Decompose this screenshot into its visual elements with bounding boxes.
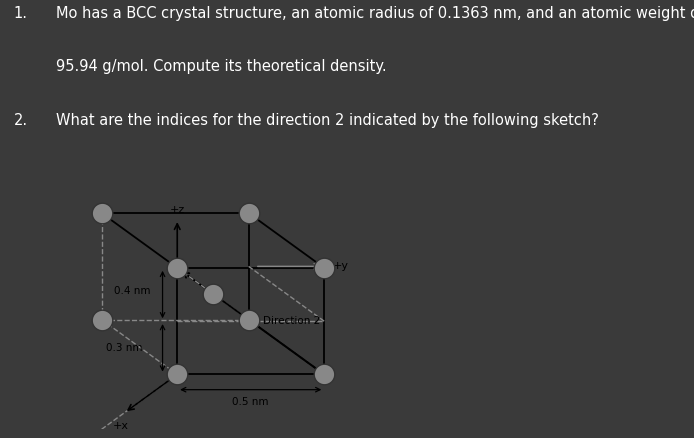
Point bbox=[171, 265, 183, 272]
Text: 0.4 nm: 0.4 nm bbox=[115, 286, 151, 297]
Text: What are the indices for the direction 2 indicated by the following sketch?: What are the indices for the direction 2… bbox=[56, 113, 598, 128]
Point bbox=[96, 210, 107, 217]
Text: 2.: 2. bbox=[14, 113, 28, 128]
Text: +x: +x bbox=[112, 421, 128, 431]
Text: +z: +z bbox=[169, 205, 185, 215]
Text: Direction 2: Direction 2 bbox=[263, 316, 321, 326]
Point bbox=[319, 371, 330, 378]
Point bbox=[171, 371, 183, 378]
Point bbox=[96, 316, 107, 323]
Point bbox=[319, 265, 330, 272]
Text: 1.: 1. bbox=[14, 6, 28, 21]
Text: Mo has a BCC crystal structure, an atomic radius of 0.1363 nm, and an atomic wei: Mo has a BCC crystal structure, an atomi… bbox=[56, 6, 694, 21]
Text: 95.94 g/mol. Compute its theoretical density.: 95.94 g/mol. Compute its theoretical den… bbox=[56, 59, 386, 74]
Text: 0.5 nm: 0.5 nm bbox=[232, 397, 269, 407]
Point bbox=[208, 290, 219, 297]
Point bbox=[243, 316, 254, 323]
Text: +y: +y bbox=[332, 261, 348, 272]
Text: 0.3 nm: 0.3 nm bbox=[106, 343, 142, 353]
Point bbox=[243, 210, 254, 217]
